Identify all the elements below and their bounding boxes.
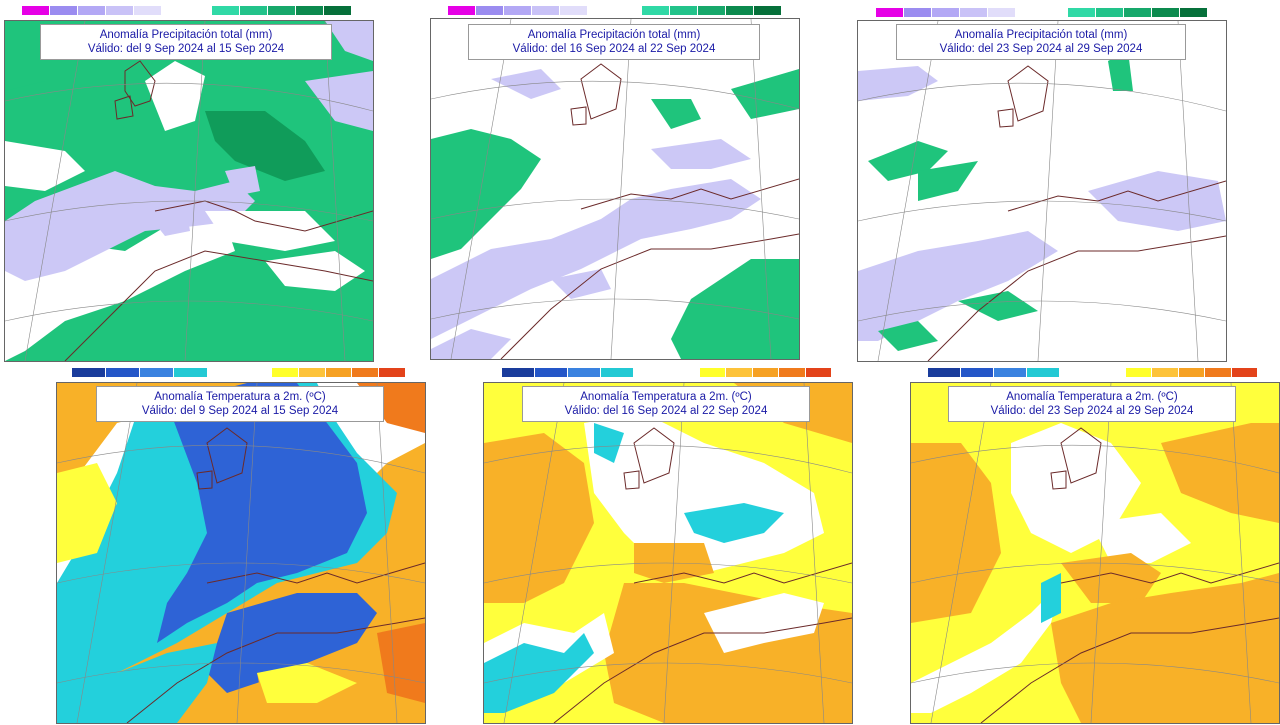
- temp-map-week3: [910, 382, 1280, 724]
- temp-title-box-week2: Anomalía Temperatura a 2m. (ºC) Válido: …: [522, 386, 810, 422]
- temp-map-week2: [483, 382, 853, 724]
- map-valid-dates: Válido: del 23 Sep 2024 al 29 Sep 2024: [990, 405, 1194, 417]
- precip-title-box-week3: Anomalía Precipitación total (mm) Válido…: [896, 24, 1186, 60]
- temp-map-week1: [56, 382, 426, 724]
- map-title: Anomalía Precipitación total (mm): [527, 29, 701, 41]
- map-valid-dates: Válido: del 16 Sep 2024 al 22 Sep 2024: [564, 405, 768, 417]
- precip-map-week3: [857, 20, 1227, 362]
- precip-map-week2: [430, 18, 800, 360]
- map-title: Anomalía Precipitación total (mm): [954, 29, 1128, 41]
- temp-colorbar-warm: [1126, 368, 1259, 377]
- temp-colorbar-warm: [700, 368, 833, 377]
- temp-title-box-week3: Anomalía Temperatura a 2m. (ºC) Válido: …: [948, 386, 1236, 422]
- temp-title-box-week1: Anomalía Temperatura a 2m. (ºC) Válido: …: [96, 386, 384, 422]
- map-title: Anomalía Temperatura a 2m. (ºC): [580, 391, 752, 403]
- map-valid-dates: Válido: del 9 Sep 2024 al 15 Sep 2024: [87, 43, 285, 55]
- precip-colorbar-positive: [642, 6, 782, 15]
- temp-colorbar-warm: [272, 368, 406, 377]
- precip-colorbar-negative: [876, 8, 1016, 17]
- precip-colorbar-positive: [1068, 8, 1208, 17]
- map-title: Anomalía Temperatura a 2m. (ºC): [154, 391, 326, 403]
- temp-colorbar-cold: [928, 368, 1060, 377]
- temp-colorbar-cold: [72, 368, 208, 377]
- temp-colorbar-cold: [502, 368, 634, 377]
- precip-colorbar-negative: [448, 6, 588, 15]
- precip-colorbar-positive: [212, 6, 352, 15]
- precip-title-box-week2: Anomalía Precipitación total (mm) Válido…: [468, 24, 760, 60]
- map-title: Anomalía Precipitación total (mm): [99, 29, 273, 41]
- precip-title-box-week1: Anomalía Precipitación total (mm) Válido…: [40, 24, 332, 60]
- precip-colorbar-negative: [22, 6, 162, 15]
- precip-map-week1: [4, 20, 374, 362]
- map-title: Anomalía Temperatura a 2m. (ºC): [1006, 391, 1178, 403]
- map-valid-dates: Válido: del 16 Sep 2024 al 22 Sep 2024: [512, 43, 716, 55]
- map-valid-dates: Válido: del 9 Sep 2024 al 15 Sep 2024: [141, 405, 339, 417]
- map-valid-dates: Válido: del 23 Sep 2024 al 29 Sep 2024: [939, 43, 1143, 55]
